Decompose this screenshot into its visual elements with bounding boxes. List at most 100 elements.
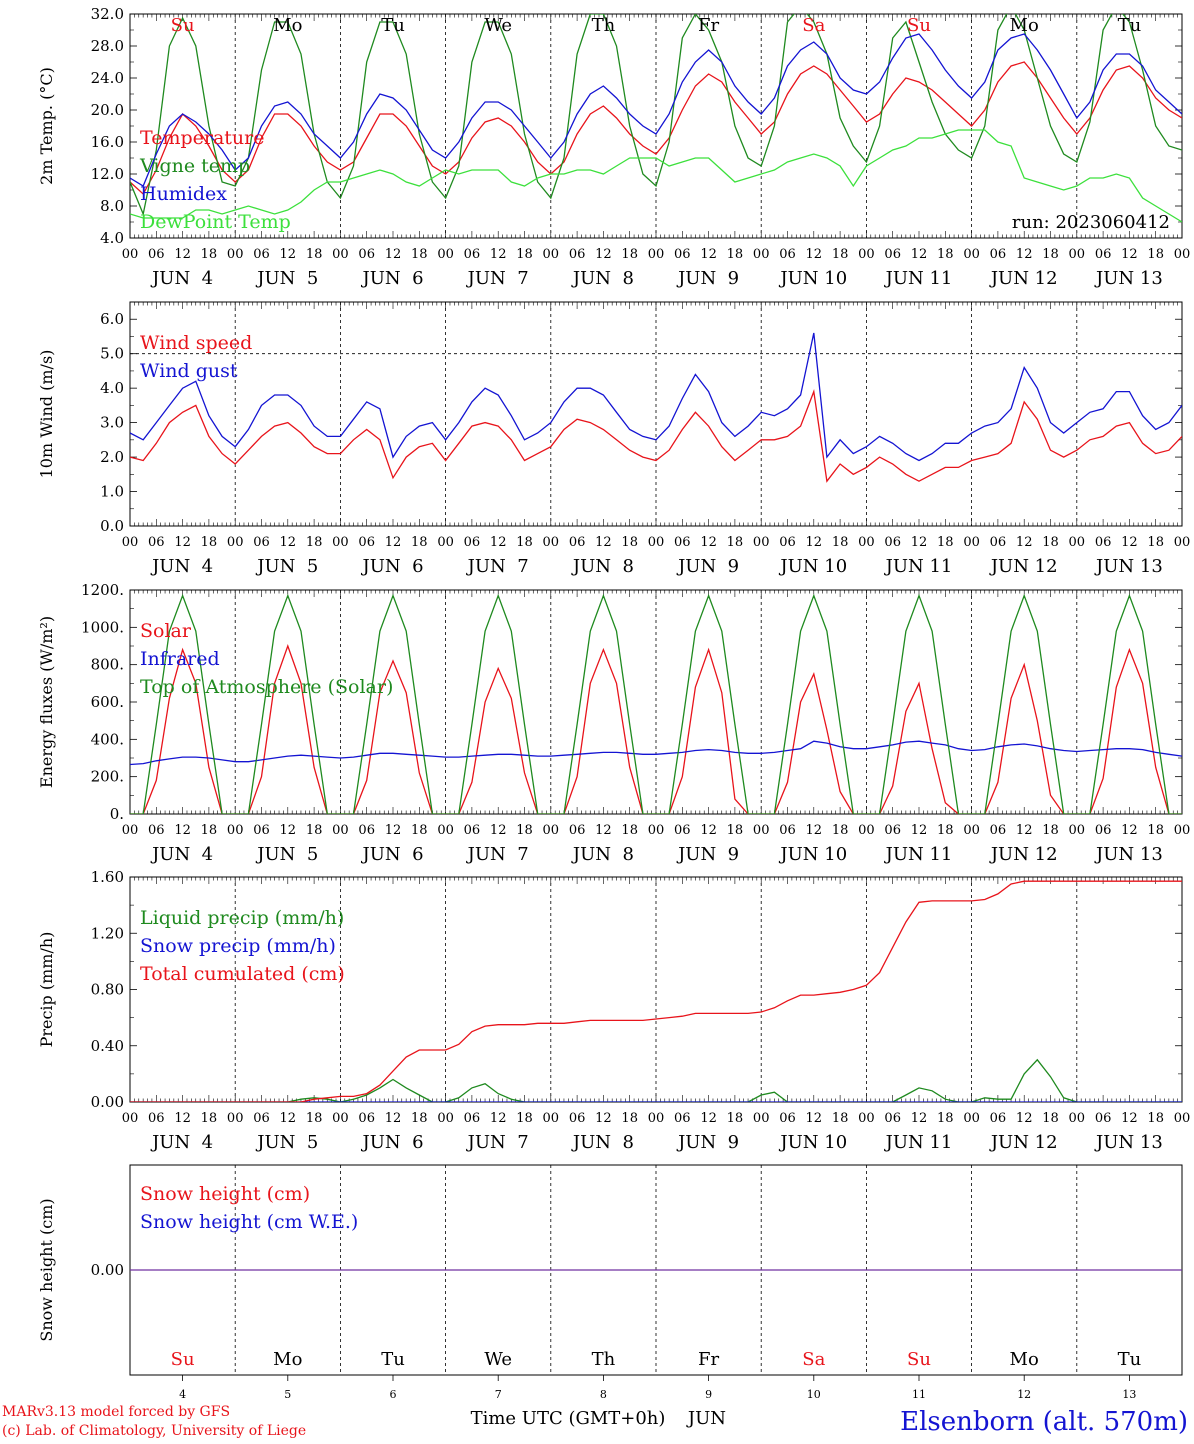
weekday-label: Mo <box>273 15 302 36</box>
credit-line-2: (c) Lab. of Climatology, University of L… <box>2 1423 306 1439</box>
x-hour-label: 12 <box>700 1111 717 1126</box>
x-day-label: JUN 12 <box>989 268 1058 289</box>
x-hour-label: 00 <box>122 1111 139 1126</box>
y-tick-label: 3.0 <box>100 414 124 432</box>
x-hour-label: 00 <box>437 247 454 262</box>
x-hour-label: 18 <box>727 823 744 838</box>
x-hour-label: 00 <box>227 823 244 838</box>
x-hour-label: 18 <box>621 535 638 550</box>
x-hour-label: 00 <box>1174 823 1191 838</box>
x-day-number: 9 <box>705 1388 712 1401</box>
series-line-liquid-precip-mm-h <box>130 1058 1182 1102</box>
x-hour-label: 18 <box>727 247 744 262</box>
x-hour-label: 06 <box>674 1111 691 1126</box>
x-hour-label: 06 <box>464 535 481 550</box>
legend-entry: Wind gust <box>140 360 238 382</box>
weekday-label: Fr <box>698 1349 719 1370</box>
x-day-label: JUN 8 <box>571 1132 634 1153</box>
x-day-label: JUN 10 <box>778 844 847 865</box>
x-hour-label: 06 <box>358 535 375 550</box>
x-hour-label: 12 <box>174 535 191 550</box>
x-hour-label: 18 <box>1147 1111 1164 1126</box>
x-hour-label: 18 <box>201 823 218 838</box>
x-hour-label: 00 <box>543 823 560 838</box>
x-hour-label: 06 <box>779 247 796 262</box>
x-hour-label: 12 <box>385 1111 402 1126</box>
x-day-number: 4 <box>179 1388 186 1401</box>
x-hour-label: 18 <box>1147 247 1164 262</box>
x-hour-label: 12 <box>1121 1111 1138 1126</box>
x-hour-label: 00 <box>858 823 875 838</box>
x-hour-label: 18 <box>516 823 533 838</box>
x-hour-label: 12 <box>806 535 823 550</box>
weekday-label: Sa <box>802 15 825 36</box>
x-day-label: JUN 13 <box>1094 268 1163 289</box>
x-hour-label: 00 <box>1069 535 1086 550</box>
y-tick-label: 32.0 <box>91 5 124 23</box>
x-hour-label: 06 <box>569 535 586 550</box>
x-hour-label: 00 <box>1069 823 1086 838</box>
y-tick-label: 12.0 <box>91 165 124 183</box>
x-day-number: 7 <box>495 1388 502 1401</box>
x-hour-label: 00 <box>122 247 139 262</box>
x-day-label: JUN 6 <box>360 556 423 577</box>
y-tick-label: 28.0 <box>91 37 124 55</box>
weekday-label: Sa <box>802 1349 825 1370</box>
legend-entry: Infrared <box>140 648 220 670</box>
x-hour-label: 18 <box>411 535 428 550</box>
x-hour-label: 06 <box>674 247 691 262</box>
y-tick-label: 400. <box>91 730 124 748</box>
x-hour-label: 12 <box>1121 823 1138 838</box>
y-tick-label: 4.0 <box>100 379 124 397</box>
legend-entry: Humidex <box>140 183 227 205</box>
x-hour-label: 06 <box>358 1111 375 1126</box>
x-hour-label: 12 <box>385 247 402 262</box>
x-hour-label: 06 <box>990 247 1007 262</box>
y-tick-label: 1.20 <box>91 924 124 942</box>
x-hour-label: 00 <box>753 535 770 550</box>
x-hour-label: 00 <box>648 823 665 838</box>
x-day-label: JUN 10 <box>778 1132 847 1153</box>
legend-entry: Snow height (cm W.E.) <box>140 1211 358 1233</box>
x-day-label: JUN 13 <box>1094 1132 1163 1153</box>
x-hour-label: 00 <box>753 1111 770 1126</box>
y-tick-label: 8.0 <box>100 197 124 215</box>
series-line-wind-gust <box>130 332 1182 462</box>
panel-frame <box>129 13 1183 239</box>
legend-entry: Snow precip (mm/h) <box>140 935 336 957</box>
y-tick-label: 600. <box>91 693 124 711</box>
x-hour-label: 00 <box>227 535 244 550</box>
x-hour-label: 12 <box>1121 247 1138 262</box>
x-hour-label: 06 <box>1095 247 1112 262</box>
x-hour-label: 12 <box>280 247 297 262</box>
x-hour-label: 18 <box>727 535 744 550</box>
x-hour-label: 18 <box>306 247 323 262</box>
series-line-top-of-atmosphere-solar <box>130 593 1182 814</box>
x-hour-label: 12 <box>490 247 507 262</box>
x-day-label: JUN 7 <box>466 844 529 865</box>
x-hour-label: 00 <box>543 247 560 262</box>
x-hour-label: 00 <box>332 1111 349 1126</box>
x-hour-label: 12 <box>490 1111 507 1126</box>
x-hour-label: 06 <box>253 247 270 262</box>
x-hour-label: 06 <box>990 823 1007 838</box>
x-hour-label: 18 <box>306 823 323 838</box>
x-day-label: JUN 5 <box>255 844 318 865</box>
y-axis-label: Precip (mm/h) <box>37 932 56 1048</box>
x-hour-label: 06 <box>253 823 270 838</box>
x-hour-label: 18 <box>1147 535 1164 550</box>
x-hour-label: 18 <box>937 1111 954 1126</box>
x-day-number: 13 <box>1122 1388 1136 1401</box>
x-day-label: JUN 9 <box>676 268 739 289</box>
weekday-label: Mo <box>1010 15 1039 36</box>
x-hour-label: 00 <box>437 1111 454 1126</box>
x-axis-title: Time UTC (GMT+0h) <box>471 1408 666 1429</box>
x-hour-label: 00 <box>122 823 139 838</box>
x-hour-label: 06 <box>148 247 165 262</box>
x-day-label: JUN 13 <box>1094 556 1163 577</box>
weekday-label: We <box>484 1349 512 1370</box>
x-hour-label: 12 <box>1016 535 1033 550</box>
x-day-label: JUN 10 <box>778 268 847 289</box>
x-hour-label: 00 <box>332 823 349 838</box>
x-day-number: 11 <box>912 1388 926 1401</box>
